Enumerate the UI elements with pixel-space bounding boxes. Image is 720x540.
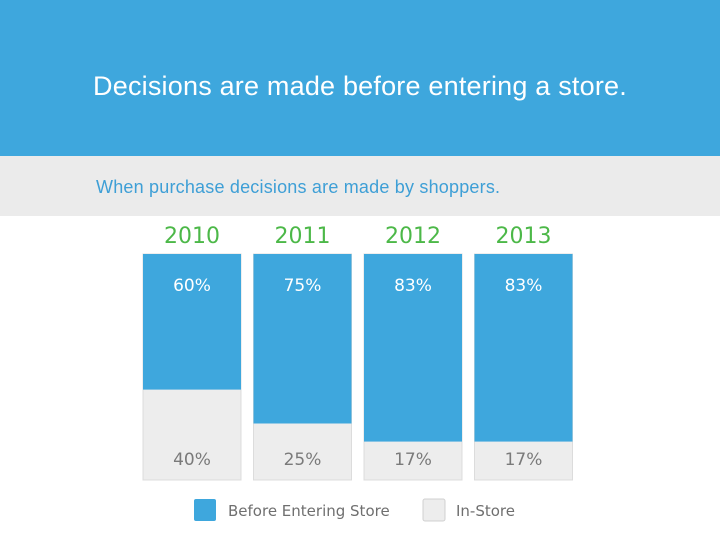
title-banner [0, 0, 720, 156]
legend-label-in-store: In-Store [456, 502, 515, 520]
bar-before-entering-store [474, 254, 573, 442]
stacked-bar-chart: 2010 60% 40% 2011 75% 25% 2012 83% 17% 2013 83% 17%… [142, 224, 573, 522]
legend-label-before: Before Entering Store [228, 502, 390, 520]
data-label-before: 83% [394, 276, 432, 296]
data-label-in-store: 17% [505, 450, 543, 470]
year-label: 2012 [385, 224, 441, 249]
subtitle-banner [0, 156, 720, 216]
data-label-before: 83% [505, 276, 543, 296]
data-label-in-store: 40% [173, 450, 211, 470]
data-label-in-store: 25% [284, 450, 322, 470]
page-title: Decisions are made before entering a sto… [93, 71, 627, 101]
chart-subtitle: When purchase decisions are made by shop… [96, 177, 501, 197]
year-label: 2011 [275, 224, 331, 249]
data-label-before: 60% [173, 276, 211, 296]
bar-before-entering-store [364, 254, 462, 442]
bar-before-entering-store [143, 254, 241, 390]
data-label-before: 75% [284, 276, 322, 296]
data-label-in-store: 17% [394, 450, 432, 470]
legend-swatch-in-store [422, 498, 446, 522]
year-label: 2010 [164, 224, 220, 249]
bar-before-entering-store [253, 254, 352, 424]
legend-swatch-before [194, 499, 216, 521]
year-label: 2013 [496, 224, 552, 249]
